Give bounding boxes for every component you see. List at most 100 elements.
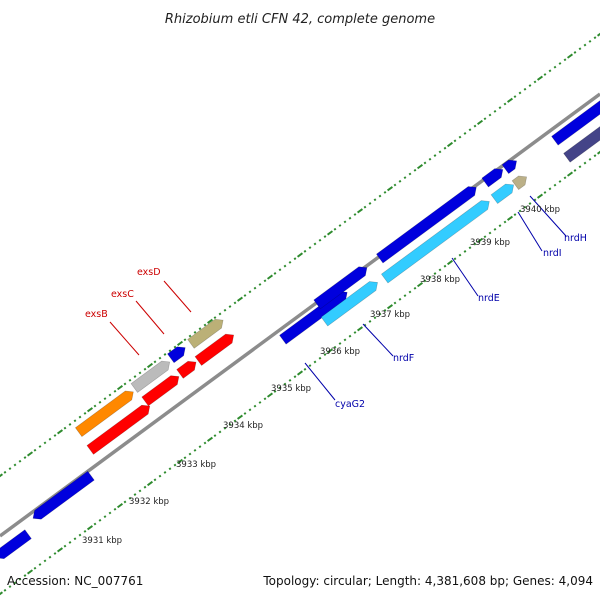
tick-mark [133, 375, 137, 378]
gene-feature[interactable] [511, 172, 530, 190]
tick-mark [488, 231, 492, 235]
tick-rows [0, 31, 600, 597]
gene-feature[interactable] [167, 343, 188, 364]
tick-mark [518, 91, 522, 95]
tick-mark [473, 242, 477, 246]
tick-mark [38, 563, 42, 566]
tick-mark [368, 202, 372, 205]
tick-mark [318, 238, 322, 242]
tick-mark [333, 227, 337, 231]
tick-label-3937: 3937 kbp [370, 310, 410, 320]
leader-line [362, 323, 394, 357]
tick-mark [206, 436, 214, 442]
tick-mark [138, 371, 142, 375]
tick-mark [318, 356, 322, 360]
tick-mark [173, 345, 177, 349]
leader-line [135, 300, 165, 335]
tick-mark [573, 51, 577, 54]
tick-mark [258, 283, 262, 286]
tick-mark [188, 452, 192, 456]
tick-mark [408, 290, 412, 294]
tick-mark [438, 150, 442, 154]
tick-mark [53, 434, 57, 437]
gene-feature[interactable] [313, 263, 370, 310]
gene-feature[interactable] [380, 197, 492, 284]
tick-mark [468, 128, 472, 132]
tick-mark [398, 297, 402, 301]
tick-mark [248, 290, 252, 294]
gene-feature[interactable] [194, 331, 237, 366]
tick-mark [343, 220, 347, 224]
gene-label-nrdI[interactable]: nrdI [543, 248, 562, 259]
tick-mark [393, 301, 397, 305]
gene-feature[interactable] [376, 183, 479, 264]
gene-labels: exsD exsC exsB cyaG2 nrdF nrdE nrdI nrdH [85, 233, 587, 410]
gene-feature[interactable] [481, 165, 506, 188]
tick-mark [63, 544, 67, 548]
tick-mark [393, 183, 397, 187]
gene-label-nrdE[interactable]: nrdE [478, 293, 500, 304]
tick-mark [303, 367, 307, 371]
tick-mark [48, 555, 52, 559]
gene-feature[interactable] [0, 529, 32, 563]
gene-label-nrdF[interactable]: nrdF [393, 353, 414, 364]
gene-feature[interactable] [551, 95, 600, 146]
gene-feature[interactable] [490, 180, 517, 204]
tick-mark [83, 529, 87, 533]
tick-mark [198, 327, 202, 331]
tick-mark [56, 429, 64, 435]
tick-mark [168, 467, 172, 471]
gene-feature[interactable] [176, 358, 200, 379]
tick-mark [223, 426, 227, 430]
tick-mark [273, 390, 277, 393]
tick-mark [128, 378, 132, 382]
tick-mark [416, 164, 424, 170]
tick-mark [243, 412, 247, 415]
tick-mark [173, 463, 177, 467]
gene-feature[interactable] [30, 470, 95, 523]
tick-mark [523, 87, 527, 91]
gene-label-cyaG2[interactable]: cyaG2 [335, 399, 365, 410]
tick-mark [536, 193, 544, 199]
tick-mark [528, 84, 532, 87]
tick-mark [596, 149, 600, 155]
gene-feature[interactable] [130, 358, 173, 393]
tick-mark [0, 473, 4, 479]
genome-summary-text: Topology: circular; Length: 4,381,608 bp… [262, 574, 593, 588]
tick-mark [183, 338, 187, 342]
tick-mark [143, 367, 147, 371]
leader-line [109, 321, 140, 356]
tick-mark [133, 493, 137, 496]
tick-mark [38, 445, 42, 448]
tick-mark [438, 268, 442, 272]
gene-feature[interactable] [320, 278, 381, 327]
genome-backbone [0, 92, 600, 538]
tick-mark [476, 119, 484, 125]
gene-feature[interactable] [86, 402, 153, 455]
tick-mark [553, 183, 557, 187]
tick-mark [8, 585, 12, 589]
tick-mark [26, 569, 34, 575]
gene-feature[interactable] [74, 387, 136, 438]
gene-label-exsC[interactable]: exsC [111, 289, 134, 300]
leader-line [529, 195, 567, 237]
tick-mark [108, 511, 112, 515]
tick-mark [313, 360, 317, 364]
tick-mark [563, 176, 567, 180]
tick-mark [413, 286, 417, 290]
gene-label-exsB[interactable]: exsB [85, 309, 108, 320]
gene-feature[interactable] [187, 316, 227, 349]
tick-mark [236, 414, 244, 420]
gene-feature[interactable] [501, 156, 520, 174]
tick-mark [523, 205, 527, 209]
tick-mark [503, 220, 507, 224]
tick-label-3939: 3939 kbp [470, 238, 510, 248]
gene-feature[interactable] [141, 372, 182, 407]
tick-mark [548, 187, 552, 191]
tick-mark [168, 349, 172, 353]
tick-label-3936: 3936 kbp [320, 347, 360, 357]
tick-mark [373, 198, 377, 202]
gene-label-nrdH[interactable]: nrdH [564, 233, 587, 244]
gene-label-exsD[interactable]: exsD [137, 267, 161, 278]
tick-mark [293, 375, 297, 379]
